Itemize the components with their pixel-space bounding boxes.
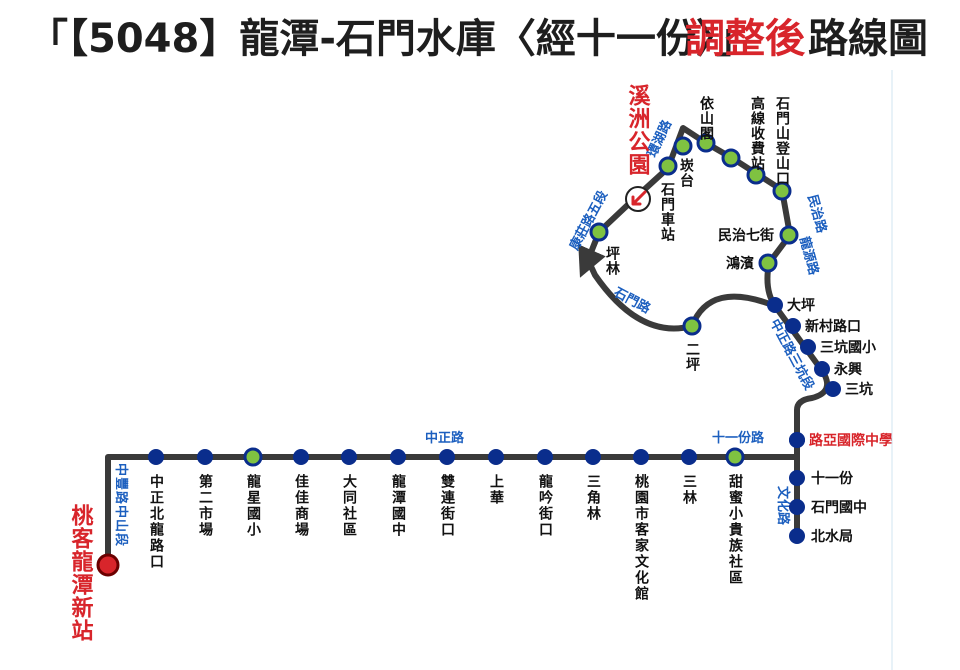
stop-marker [589,222,609,242]
road-labels: 中豐路中山段 中正路 十一份路 文化路 中正路三坑段 民治路 龍源路 環湖路 康… [114,117,830,547]
stop-marker [772,181,792,201]
stop-marker [148,449,164,465]
stop-marker [696,133,716,153]
terminal-start-label: 桃客龍潭新站 [68,504,94,642]
stop-marker [439,449,455,465]
road-label-longyuan: 龍源路 [797,235,822,278]
stop-labels-main: 中正北龍路口 第二市場 龍星國小 佳佳商場 大同社區 龍潭國中 雙連街口 上華 … [148,473,744,602]
shimen-road [585,257,695,332]
stop-label: 三坑國小 [820,339,876,356]
stop-label: 三角林 [585,474,601,522]
stop-label: 上華 [488,474,504,506]
stop-label: 三坑 [845,381,873,398]
stop-marker [633,449,649,465]
stop-marker [293,449,309,465]
stop-label: 依山閣 [698,95,714,141]
road-label-zhongzheng: 中正路 [425,430,465,445]
map-title: 「【5048】龍潭-石門水庫〈經十一份〉」 調整後 路線圖 [0,6,960,66]
stop-label: 北水局 [811,528,853,545]
stop-marker [746,165,766,185]
stop-label: 龍星國小 [245,473,261,538]
stop-marker [197,449,213,465]
stops [148,133,841,544]
stop-label: 十一份 [811,470,854,487]
stop-marker [800,339,816,355]
stop-label: 雙連街口 [439,473,456,538]
stop-marker [390,449,406,465]
stop-labels-side: 十一份 石門國中 北水局 三坑 永興 三坑國小 新村路口 大坪 鴻濱 民治七街 [718,227,876,545]
road-label-minzhi: 民治路 [805,193,830,236]
stop-marker [779,225,799,245]
stop-marker [789,470,805,486]
loop-line [689,293,778,329]
road-label-wenhua: 文化路 [776,486,791,526]
east-line [772,303,831,425]
terminal-start-marker [96,553,120,577]
stop-marker [825,381,841,397]
stop-label: 新村路口 [805,318,861,335]
stop-marker [682,316,702,336]
stop-marker [658,156,678,176]
road-label-shiyifen: 十一份路 [712,430,765,445]
stop-label: 大坪 [787,297,815,314]
title-suffix: 路線圖 [808,16,928,62]
stop-label: 中正北龍路口 [148,473,164,570]
yaguo-marker [789,432,805,448]
stop-labels-loop: 石門山登山口 高線收費站 依山閣 崁台 石門車站 坪林 二坪 [604,95,791,372]
stop-label: 石門車站 [659,182,676,242]
stop-label: 大同社區 [341,473,358,538]
route-lines [105,125,831,568]
stop-marker [721,148,741,168]
road-label-zhongfeng: 中豐路中山段 [114,463,129,547]
stop-marker [585,449,601,465]
stop-label: 甜蜜小貴族社區 [727,473,744,586]
title-highlight: 調整後 [685,16,805,62]
terminal-yaguo-label: 路亞國際中學 [809,432,893,449]
stop-label: 佳佳商場 [293,473,309,538]
stop-marker [681,449,697,465]
stop-marker [789,499,805,515]
stop-label: 龍潭國中 [390,473,406,538]
stop-marker [673,136,693,156]
terminal-xizhou-label: 溪洲公園 [625,84,651,176]
road-label-kangzhuang: 康莊路五段 [566,188,610,252]
stop-label: 第二市場 [197,473,213,538]
stop-marker [341,449,357,465]
stop-label: 民治七街 [718,227,774,244]
stop-label: 石門國中 [810,499,867,516]
stop-label: 坪林 [604,246,620,276]
xizhou-terminal-marker [625,186,651,212]
main-line [105,454,800,568]
stop-marker [537,449,553,465]
title-main: 「【5048】龍潭-石門水庫〈經十一份〉」 [28,16,756,62]
stop-marker [814,361,830,377]
stop-label: 高線收費站 [749,95,765,171]
stop-label: 石門山登山口 [774,96,791,186]
stop-marker [488,449,504,465]
stop-label: 崁台 [678,157,694,188]
stop-marker [725,447,745,467]
stop-label: 三林 [681,474,697,506]
stop-label: 永興 [833,361,862,378]
stop-label: 桃園市客家文化館 [633,473,650,602]
stop-label: 龍吟街口 [537,473,554,538]
stop-label: 二坪 [684,342,700,372]
stop-marker [789,528,805,544]
stop-marker [785,318,801,334]
stop-marker [758,253,778,273]
stop-label: 鴻濱 [726,255,754,272]
stop-marker [243,447,263,467]
stop-marker [767,297,783,313]
terminal-labels: 桃客龍潭新站 溪洲公園 路亞國際中學 [68,84,894,642]
